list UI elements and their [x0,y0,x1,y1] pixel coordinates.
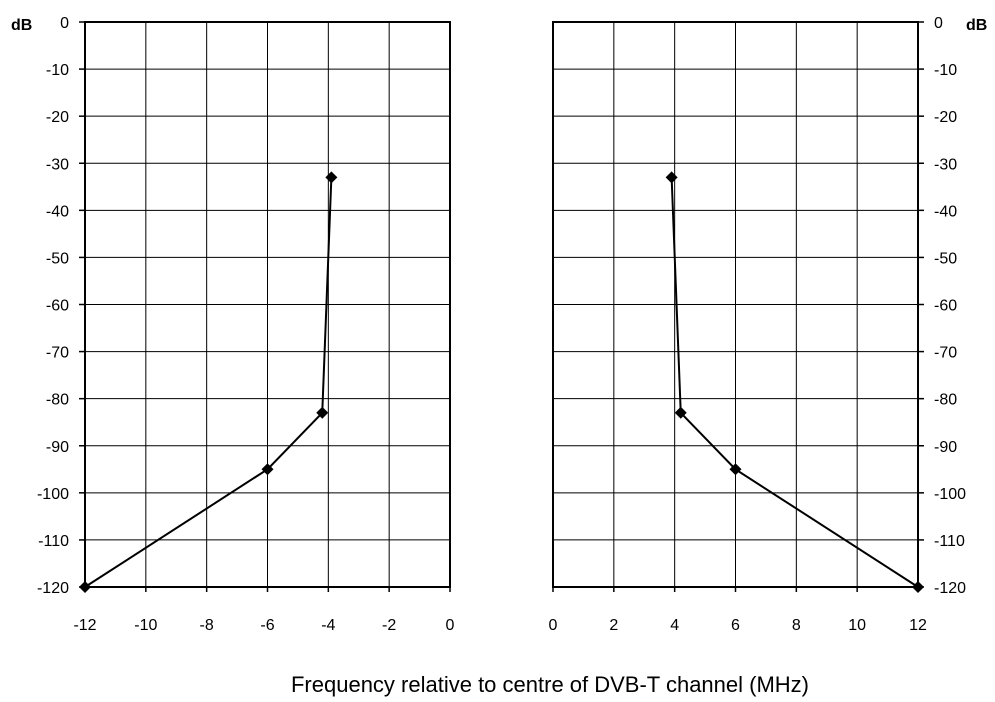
right-x-tick-label: 8 [792,617,801,634]
left-y-tick-label: -20 [46,109,69,126]
right-y-tick-label: -80 [934,392,957,409]
right-x-tick-label: 10 [848,617,866,634]
left-data-point [316,406,329,419]
right-x-tick-label: 12 [909,617,927,634]
right-y-tick-label: -60 [934,298,957,315]
right-x-tick-label: 6 [731,617,740,634]
left-x-tick-label: -12 [73,617,96,634]
left-y-unit-label: dB [11,17,32,34]
right-y-tick-label: 0 [934,15,943,32]
left-x-tick-label: -6 [260,617,274,634]
right-y-tick-label: -110 [934,533,965,550]
right-y-tick-label: -90 [934,439,957,456]
left-series-line [84,177,333,588]
left-data-point [325,171,338,184]
right-data-point [674,406,687,419]
right-y-tick-label: -40 [934,203,957,220]
right-y-unit-label: dB [966,17,987,34]
left-y-tick-label: -60 [46,298,69,315]
right-series-line [670,177,919,588]
right-y-tick-label: -100 [934,486,966,503]
right-y-tick-label: -70 [934,345,957,362]
right-x-tick-label: 0 [549,617,558,634]
left-data-point [79,581,91,593]
left-y-tick-label: -120 [37,580,69,597]
left-y-tick-label: -90 [46,439,69,456]
right-x-tick-label: 4 [670,617,679,634]
left-x-tick-label: -10 [134,617,157,634]
right-y-tick-label: -20 [934,109,957,126]
left-y-tick-label: -40 [46,203,69,220]
left-x-tick-label: -2 [382,617,396,634]
left-y-tick-label: 0 [60,15,69,32]
left-x-tick-label: 0 [446,617,455,634]
left-y-tick-label: -110 [38,533,69,550]
x-axis-title: Frequency relative to centre of DVB-T ch… [290,672,810,697]
right-y-tick-label: -10 [934,62,957,79]
right-x-tick-label: 2 [609,617,618,634]
right-y-tick-label: -50 [934,250,957,267]
left-y-tick-label: -10 [46,62,69,79]
right-y-tick-label: -120 [934,580,966,597]
left-data-point [261,463,274,476]
left-y-tick-label: -70 [46,345,69,362]
right-data-point [665,171,678,184]
right-data-point [912,581,924,593]
left-y-tick-label: -50 [46,250,69,267]
left-x-tick-label: -4 [321,617,335,634]
left-y-tick-label: -30 [46,156,69,173]
right-y-tick-label: -30 [934,156,957,173]
left-x-tick-label: -8 [200,617,214,634]
left-y-tick-label: -80 [46,392,69,409]
right-data-point [729,463,742,476]
left-y-tick-label: -100 [37,486,69,503]
